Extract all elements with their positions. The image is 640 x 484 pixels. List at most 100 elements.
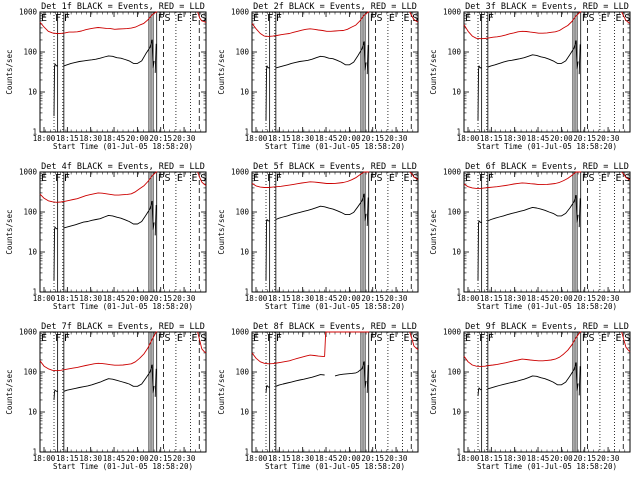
events-series xyxy=(366,44,369,75)
lld-series xyxy=(621,331,631,353)
lld-series xyxy=(251,171,370,188)
x-tick-label: 18:15 xyxy=(268,294,291,303)
x-tick-label: 20:15 xyxy=(149,294,172,303)
lld-series xyxy=(197,171,207,186)
x-tick-label: 20:00 xyxy=(126,454,149,463)
y-tick-label: 1 xyxy=(456,448,461,457)
x-tick-label: 18:30 xyxy=(79,134,102,143)
marker-label: S xyxy=(588,333,594,344)
x-tick-label: 18:00 xyxy=(33,294,56,303)
marker-label: E xyxy=(253,333,259,344)
events-series xyxy=(477,387,482,397)
marker-label: F xyxy=(479,173,485,184)
lld-series xyxy=(621,171,631,181)
marker-label: S xyxy=(624,13,630,24)
x-tick-label: 20:15 xyxy=(361,454,384,463)
marker-label: S xyxy=(200,333,206,344)
y-tick-label: 1000 xyxy=(19,168,38,177)
y-tick-label: 100 xyxy=(23,208,37,217)
marker-label: S xyxy=(588,13,594,24)
x-tick-label: 18:30 xyxy=(503,294,526,303)
lld-series xyxy=(463,331,582,367)
panel-title: Det 6f BLACK = Events, RED = LLD xyxy=(465,162,629,172)
x-tick-label: 20:15 xyxy=(573,294,596,303)
marker-label: E xyxy=(389,333,395,344)
x-tick-label: 18:30 xyxy=(79,294,102,303)
marker-label: F xyxy=(267,173,273,184)
marker-label: E xyxy=(177,173,183,184)
marker-label: E xyxy=(465,173,471,184)
detector-panel-2: Det 2f BLACK = Events, RED = LLD 1 10 100 10… xyxy=(217,2,419,151)
events-series xyxy=(63,200,155,231)
detector-panel-5: Det 5f BLACK = Events, RED = LLD 1 10 100 10… xyxy=(217,162,419,311)
x-axis-label: Start Time (01-Jul-05 18:58:20) xyxy=(265,142,405,151)
x-axis-label: Start Time (01-Jul-05 18:58:20) xyxy=(265,462,405,471)
detector-panel-9: Det 9f BLACK = Events, RED = LLD 1 10 100 10… xyxy=(429,322,631,471)
x-tick-label: 20:15 xyxy=(573,454,596,463)
marker-label: E xyxy=(177,13,183,24)
x-tick-label: 18:00 xyxy=(457,454,480,463)
events-series xyxy=(578,198,581,228)
marker-label: E xyxy=(191,173,197,184)
x-tick-label: 18:00 xyxy=(457,294,480,303)
marker-label: F xyxy=(276,13,282,24)
x-tick-label: 18:00 xyxy=(33,454,56,463)
marker-label: E xyxy=(403,333,409,344)
marker-label: E xyxy=(615,13,621,24)
lld-series xyxy=(463,11,582,40)
marker-label: F xyxy=(55,333,61,344)
y-tick-label: 10 xyxy=(240,88,250,97)
y-tick-label: 10 xyxy=(452,248,462,257)
detector-panel-1: Det 1f BLACK = Events, RED = LLD 1 10 100 10… xyxy=(5,2,207,151)
y-tick-label: 1000 xyxy=(231,8,250,17)
y-axis-label: Counts/sec xyxy=(5,49,14,94)
x-tick-label: 18:30 xyxy=(503,134,526,143)
plot-frame xyxy=(251,171,419,293)
x-tick-label: 18:45 xyxy=(527,294,550,303)
y-tick-label: 1000 xyxy=(443,328,462,337)
y-tick-label: 10 xyxy=(240,408,250,417)
x-tick-label: 20:30 xyxy=(597,134,620,143)
marker-label: S xyxy=(164,173,170,184)
events-series xyxy=(275,41,367,71)
events-series xyxy=(154,368,157,397)
x-tick-label: 20:30 xyxy=(385,294,408,303)
panel-title: Det 7f BLACK = Events, RED = LLD xyxy=(41,322,205,332)
marker-label: F xyxy=(488,333,494,344)
events-series xyxy=(265,385,270,393)
y-tick-label: 100 xyxy=(23,48,37,57)
y-tick-label: 100 xyxy=(447,368,461,377)
marker-label: S xyxy=(376,13,382,24)
lld-series xyxy=(197,331,207,354)
marker-label: F xyxy=(582,173,588,184)
y-tick-label: 1 xyxy=(32,128,37,137)
x-tick-label: 18:45 xyxy=(527,454,550,463)
x-tick-label: 18:30 xyxy=(291,134,314,143)
lld-series xyxy=(409,171,419,180)
y-tick-label: 1 xyxy=(456,128,461,137)
marker-label: F xyxy=(55,173,61,184)
marker-label: E xyxy=(465,13,471,24)
events-series xyxy=(53,226,58,281)
plot-frame xyxy=(463,331,631,453)
plot-frame xyxy=(251,11,419,133)
panel-title: Det 3f BLACK = Events, RED = LLD xyxy=(465,2,629,12)
lld-series xyxy=(197,11,207,23)
events-series xyxy=(53,63,58,117)
y-tick-label: 1 xyxy=(244,128,249,137)
marker-label: E xyxy=(191,333,197,344)
marker-label: F xyxy=(64,333,70,344)
y-tick-label: 1000 xyxy=(19,8,38,17)
events-series xyxy=(275,374,325,387)
marker-label: E xyxy=(41,333,47,344)
x-tick-label: 18:00 xyxy=(33,134,56,143)
plot-frame xyxy=(39,11,207,133)
marker-label: E xyxy=(253,13,259,24)
events-series xyxy=(265,65,270,121)
marker-label: F xyxy=(582,333,588,344)
x-tick-label: 20:30 xyxy=(173,294,196,303)
x-tick-label: 20:15 xyxy=(361,134,384,143)
y-tick-label: 1000 xyxy=(231,328,250,337)
marker-label: F xyxy=(158,333,164,344)
